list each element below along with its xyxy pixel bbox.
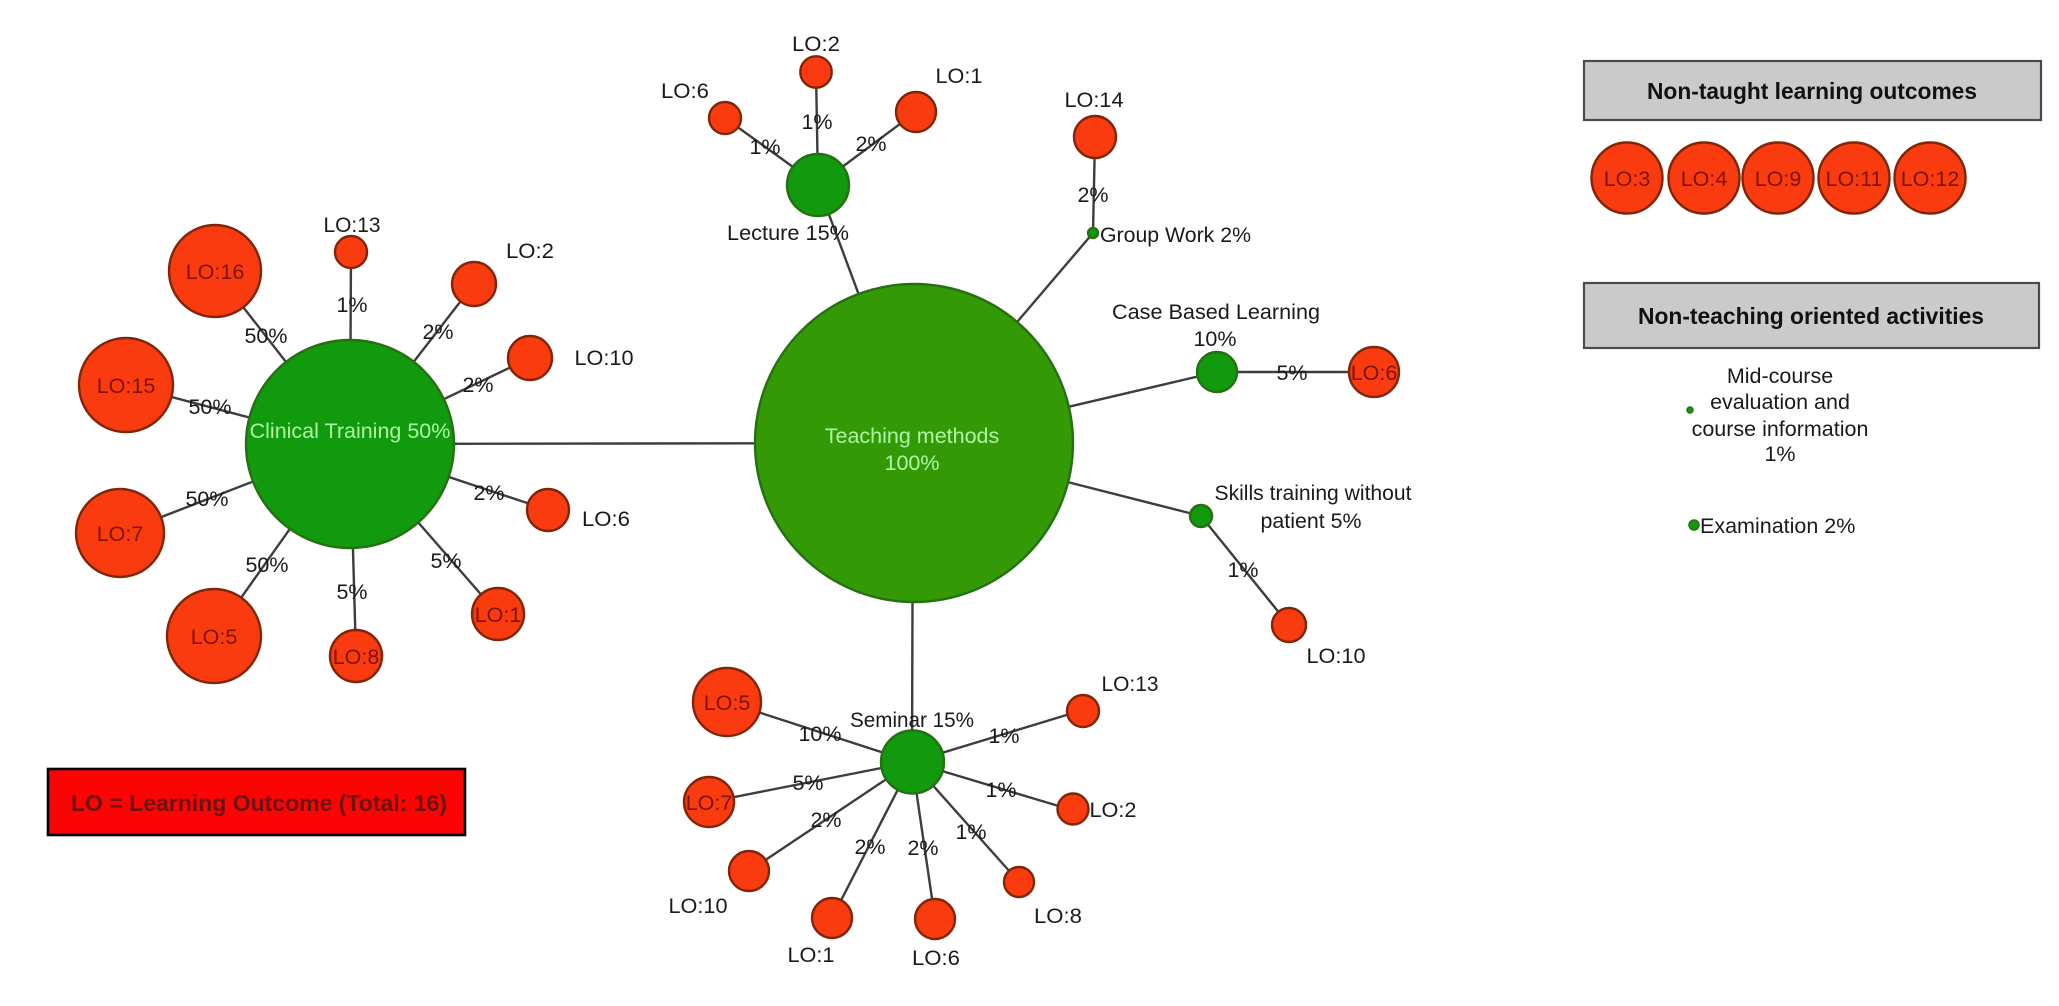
svg-text:1%: 1% xyxy=(749,135,780,159)
svg-text:Examination 2%: Examination 2% xyxy=(1700,514,1855,538)
svg-text:1%: 1% xyxy=(336,293,367,317)
svg-text:LO:6: LO:6 xyxy=(661,79,709,103)
svg-text:evaluation and: evaluation and xyxy=(1710,390,1850,414)
svg-text:1%: 1% xyxy=(985,778,1016,802)
svg-text:5%: 5% xyxy=(336,580,367,604)
svg-text:50%: 50% xyxy=(188,395,231,419)
svg-text:LO:5: LO:5 xyxy=(704,691,751,715)
svg-text:LO:16: LO:16 xyxy=(186,260,245,284)
svg-text:Clinical Training 50%: Clinical Training 50% xyxy=(250,419,451,443)
svg-text:2%: 2% xyxy=(422,320,453,344)
svg-text:LO:7: LO:7 xyxy=(686,791,733,815)
svg-text:Group Work 2%: Group Work 2% xyxy=(1100,223,1251,247)
svg-text:LO:6: LO:6 xyxy=(1351,361,1398,385)
svg-text:LO:10: LO:10 xyxy=(575,346,634,370)
svg-text:10%: 10% xyxy=(1193,327,1236,351)
svg-text:Non-teaching oriented activiti: Non-teaching oriented activities xyxy=(1638,303,1984,329)
svg-text:Non-taught learning outcomes: Non-taught learning outcomes xyxy=(1647,78,1977,104)
svg-text:LO:13: LO:13 xyxy=(1102,672,1159,696)
svg-text:LO:12: LO:12 xyxy=(1901,167,1960,191)
svg-text:50%: 50% xyxy=(185,487,228,511)
svg-text:1%: 1% xyxy=(988,724,1019,748)
svg-text:2%: 2% xyxy=(854,835,885,859)
svg-text:LO:2: LO:2 xyxy=(1090,798,1137,822)
svg-text:50%: 50% xyxy=(245,553,288,577)
svg-text:LO:5: LO:5 xyxy=(191,625,238,649)
svg-text:Mid-course: Mid-course xyxy=(1727,364,1833,388)
svg-text:LO:11: LO:11 xyxy=(1826,167,1883,191)
svg-text:2%: 2% xyxy=(855,132,886,156)
svg-text:2%: 2% xyxy=(810,808,841,832)
svg-text:LO:1: LO:1 xyxy=(475,603,522,627)
svg-text:Case Based Learning: Case Based Learning xyxy=(1112,300,1320,324)
svg-text:2%: 2% xyxy=(907,836,938,860)
svg-text:5%: 5% xyxy=(792,771,823,795)
svg-text:2%: 2% xyxy=(473,481,504,505)
svg-text:10%: 10% xyxy=(798,722,841,746)
svg-text:LO = Learning Outcome (Total:: LO = Learning Outcome (Total: 16) xyxy=(71,790,447,816)
svg-text:2%: 2% xyxy=(462,373,493,397)
svg-text:LO:2: LO:2 xyxy=(792,32,840,56)
svg-text:50%: 50% xyxy=(244,324,287,348)
svg-text:LO:4: LO:4 xyxy=(1681,167,1728,191)
svg-text:1%: 1% xyxy=(801,110,832,134)
svg-text:LO:9: LO:9 xyxy=(1755,167,1802,191)
svg-text:patient 5%: patient 5% xyxy=(1261,509,1362,533)
svg-text:5%: 5% xyxy=(430,549,461,573)
svg-text:LO:10: LO:10 xyxy=(669,894,728,918)
svg-text:100%: 100% xyxy=(885,451,940,475)
svg-text:LO:14: LO:14 xyxy=(1065,88,1124,112)
svg-text:LO:1: LO:1 xyxy=(788,943,835,967)
svg-text:1%: 1% xyxy=(1764,442,1795,466)
svg-text:LO:13: LO:13 xyxy=(324,213,381,237)
svg-text:5%: 5% xyxy=(1276,361,1307,385)
svg-text:LO:6: LO:6 xyxy=(582,507,630,531)
svg-text:LO:10: LO:10 xyxy=(1307,644,1366,668)
svg-text:LO:6: LO:6 xyxy=(912,946,960,970)
svg-text:LO:3: LO:3 xyxy=(1604,167,1651,191)
svg-text:Lecture 15%: Lecture 15% xyxy=(727,221,849,245)
svg-text:course information: course information xyxy=(1692,417,1869,441)
svg-text:LO:2: LO:2 xyxy=(506,239,554,263)
svg-text:LO:8: LO:8 xyxy=(333,645,380,669)
svg-text:LO:7: LO:7 xyxy=(97,522,144,546)
svg-text:LO:8: LO:8 xyxy=(1034,904,1082,928)
svg-text:LO:1: LO:1 xyxy=(936,64,983,88)
svg-text:1%: 1% xyxy=(1227,558,1258,582)
svg-text:2%: 2% xyxy=(1077,183,1108,207)
svg-text:1%: 1% xyxy=(955,820,986,844)
svg-text:Skills training without: Skills training without xyxy=(1215,481,1412,505)
svg-text:Teaching methods: Teaching methods xyxy=(825,424,1000,448)
svg-text:LO:15: LO:15 xyxy=(97,374,156,398)
svg-text:Seminar 15%: Seminar 15% xyxy=(850,708,974,732)
